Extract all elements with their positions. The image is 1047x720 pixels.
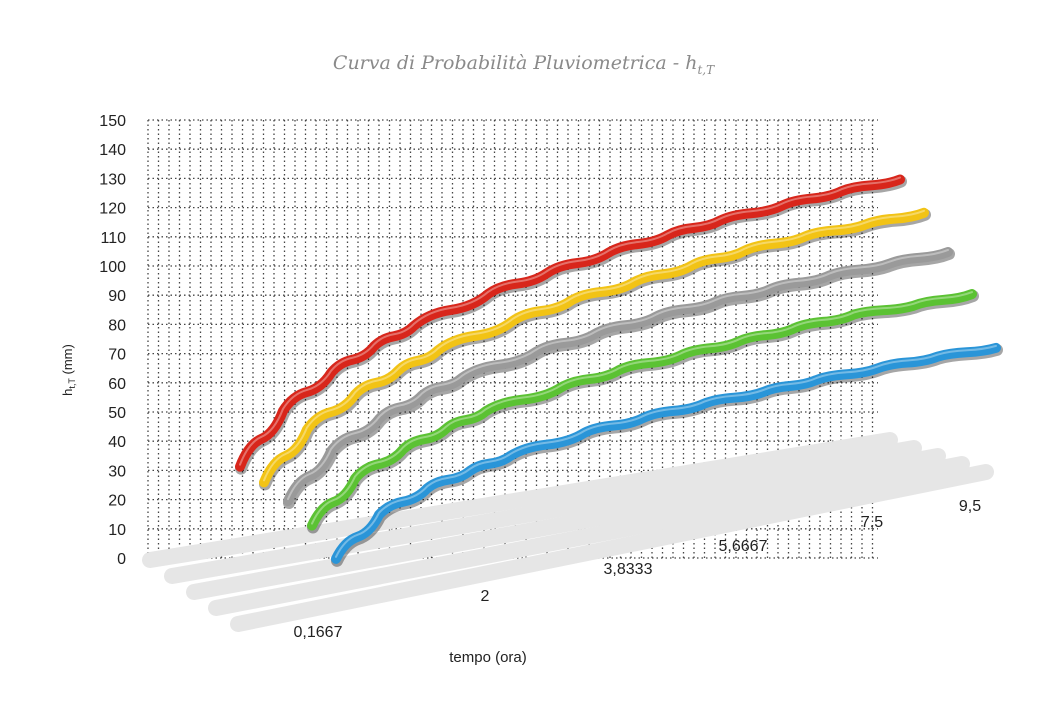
x-tick-label: 5,6667 — [719, 538, 768, 555]
chart-floor — [142, 432, 994, 632]
y-tick-label: 0 — [117, 551, 126, 568]
x-axis-label: tempo (ora) — [449, 649, 527, 666]
x-tick-label: 2 — [481, 588, 490, 605]
y-tick-label: 40 — [108, 434, 126, 451]
y-tick-label: 70 — [108, 347, 126, 364]
floor-shadow — [164, 440, 922, 584]
y-tick-label: 150 — [99, 113, 126, 130]
series-line — [235, 174, 905, 472]
y-tick-label: 130 — [99, 171, 126, 188]
chart-series — [235, 174, 1003, 567]
y-tick-label: 30 — [108, 463, 126, 480]
x-tick-label: 3,8333 — [604, 561, 653, 578]
chart-title: Curva di Probabilità Pluviometrica - ht,… — [332, 52, 715, 77]
floor-shadow — [208, 456, 970, 616]
y-tick-label: 90 — [108, 288, 126, 305]
y-tick-label: 140 — [99, 142, 126, 159]
x-tick-label: 9,5 — [959, 498, 981, 515]
y-axis: 0 10 20 30 40 50 60 70 80 90 100 110 120 130 140 150 — [99, 113, 126, 568]
y-tick-label: 60 — [108, 376, 126, 393]
y-tick-label: 80 — [108, 317, 126, 334]
floor-shadow — [230, 464, 994, 632]
series-highlight — [311, 291, 973, 525]
y-tick-label: 10 — [108, 522, 126, 539]
y-axis-label: ht,T (mm) — [60, 344, 77, 396]
y-tick-label: 50 — [108, 405, 126, 422]
series-line — [259, 207, 929, 488]
series-line — [331, 342, 1001, 564]
floor-shadow — [142, 432, 898, 568]
series-line — [283, 246, 953, 507]
y-tick-label: 20 — [108, 493, 126, 510]
floor-shadow — [186, 448, 946, 600]
series-highlight — [335, 344, 997, 558]
x-tick-label: 0,1667 — [294, 624, 343, 641]
y-axis-title: ht,T (mm) — [60, 344, 77, 396]
y-tick-label: 100 — [99, 259, 126, 276]
x-axis: 0,1667 2 3,8333 5,6667 7,5 9,5 — [294, 498, 982, 641]
x-tick-label: 7,5 — [861, 514, 883, 531]
y-tick-label: 110 — [100, 230, 126, 247]
series-highlight — [287, 248, 949, 501]
series-highlight — [239, 176, 901, 466]
series-highlight — [263, 209, 925, 482]
y-tick-label: 120 — [99, 201, 126, 218]
series-line — [307, 289, 977, 531]
